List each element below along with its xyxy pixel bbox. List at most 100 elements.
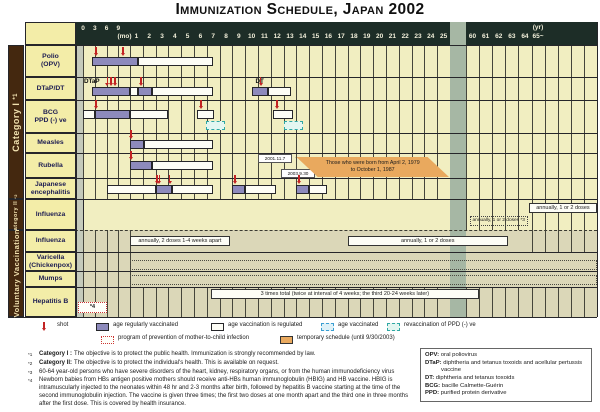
grid-column-line <box>557 199 559 230</box>
grid-column-line <box>219 45 221 77</box>
shot-arrow-head <box>138 82 143 86</box>
legend-label: revaccination of PPD (-) ve <box>404 322 476 328</box>
axis-tick-year: 13 <box>286 33 294 40</box>
vaccine-label-cell: BCG PPD (-) ve <box>25 100 76 133</box>
grid-column-line <box>283 178 285 199</box>
footnote-marker: *4 <box>28 378 33 384</box>
grid-column-line <box>334 133 336 153</box>
grid-column-line <box>118 230 120 252</box>
grid-column-line <box>557 133 559 153</box>
temporary-schedule-banner: Those who were born from April 2, 1979 to… <box>296 157 449 177</box>
grid-column-line <box>386 178 387 199</box>
grid-column-line <box>583 45 585 77</box>
shot-arrow-stem <box>130 130 133 136</box>
grid-column-line <box>544 178 546 199</box>
grid-column-line <box>466 287 467 317</box>
grid-column-line <box>479 77 481 100</box>
grid-column-line <box>94 252 96 271</box>
bar-age-vaccination-regulated <box>144 140 214 149</box>
shot-arrow-head <box>112 82 117 86</box>
grid-column-line <box>206 287 208 317</box>
grid-column-line <box>544 45 546 77</box>
grid-column-line <box>557 77 559 100</box>
footnote-text: Category I : The objective is to protect … <box>39 351 316 357</box>
axis-tick-year: 7 <box>211 33 215 40</box>
grid-column-line <box>168 100 170 133</box>
grid-column-line <box>322 287 323 317</box>
shot-arrow-stem <box>95 100 97 106</box>
grid-column-line <box>309 287 311 317</box>
row-separator <box>25 178 597 179</box>
bar-age-vaccination-regulated <box>106 185 156 194</box>
grid-column-line <box>106 133 108 153</box>
banner-text-line: Those who were born from April 2, 1979 <box>325 159 420 166</box>
axis-tick-elderly: 64 <box>521 33 529 40</box>
schedule-note-box: 3 times total (twice at interval of 4 we… <box>210 289 480 299</box>
grid-column-line <box>557 230 559 252</box>
grid-column-line <box>83 77 84 100</box>
grid-column-line <box>334 287 336 317</box>
grid-column-line <box>258 100 259 133</box>
grid-column-line <box>360 45 362 77</box>
shot-arrow-head <box>154 180 159 184</box>
axis-tick-year: 9 <box>236 33 241 40</box>
grid-column-line <box>360 77 362 100</box>
grid-column-line <box>466 100 467 133</box>
grid-column-line <box>544 100 546 133</box>
bar-age-vaccination-regulated <box>137 57 214 66</box>
grid-column-line <box>492 100 494 133</box>
legend-label: shot <box>57 322 69 328</box>
legend-label: age regularly vaccinated <box>113 322 179 328</box>
shot-arrow-head <box>157 180 162 184</box>
grid-column-line <box>83 45 84 77</box>
schedule-note-box: annually, 2 doses 1-4 weeks apart <box>130 236 230 246</box>
grid-column-line <box>570 100 572 133</box>
footnote-text: Newborn babies from HBs antigen positive… <box>39 377 409 407</box>
bar-age-regularly-vaccinated <box>94 110 130 119</box>
grid-column-line <box>466 178 467 199</box>
axis-tick-year: 1 <box>134 33 139 40</box>
legend-swatch-temporary <box>280 336 293 344</box>
grid-column-line <box>531 287 533 317</box>
grid-column-line <box>118 252 120 271</box>
grid-column-line <box>479 178 481 199</box>
grid-column-line <box>258 45 259 77</box>
category-footnote-marker: *1 <box>13 92 19 100</box>
bar-age-vaccination-regulated <box>273 110 293 119</box>
grid-column-line <box>258 287 259 317</box>
shot-arrow-stem <box>298 175 300 181</box>
shot-arrow <box>128 151 135 160</box>
grid-column-line <box>386 77 387 100</box>
grid-column-line <box>270 100 272 133</box>
grid-column-line <box>309 77 311 100</box>
chart-bottom-line <box>8 317 597 318</box>
shot-arrow <box>274 100 281 109</box>
shot-arrow-stem <box>168 175 171 181</box>
shot-arrow <box>156 175 163 184</box>
grid-column-line <box>544 230 546 252</box>
vaccine-label-cell: DTaP/DT <box>25 77 76 100</box>
category-footnote-marker: *2 <box>13 194 18 199</box>
abbreviation-entry: DT: diphtheria and tetanus toxoids <box>425 375 515 382</box>
grid-column-line <box>296 77 298 100</box>
shot-arrow-head <box>296 180 301 184</box>
axis-tick-year: 25 <box>439 33 448 40</box>
shot-arrow-head <box>105 82 110 86</box>
row-separator <box>25 252 597 253</box>
grid-column-line <box>219 178 221 199</box>
grid-column-line <box>373 100 375 133</box>
grid-column-line <box>544 287 546 317</box>
shot-arrow <box>257 77 264 86</box>
axis-tick-year: 8 <box>224 33 228 40</box>
grid-column-line <box>360 100 362 133</box>
axis-tick-year: 18 <box>350 33 358 40</box>
category-strip-label: Category I *1 <box>11 92 21 152</box>
grid-column-line <box>544 153 546 178</box>
grid-column-line <box>219 100 221 133</box>
bar-label: DTaP <box>83 78 100 85</box>
grid-column-line <box>518 77 520 100</box>
axis-tick-year: 3 <box>160 33 164 40</box>
axis-tick-year: 21 <box>388 33 397 40</box>
grid-column-line <box>557 100 559 133</box>
grid-column-line <box>106 252 108 271</box>
